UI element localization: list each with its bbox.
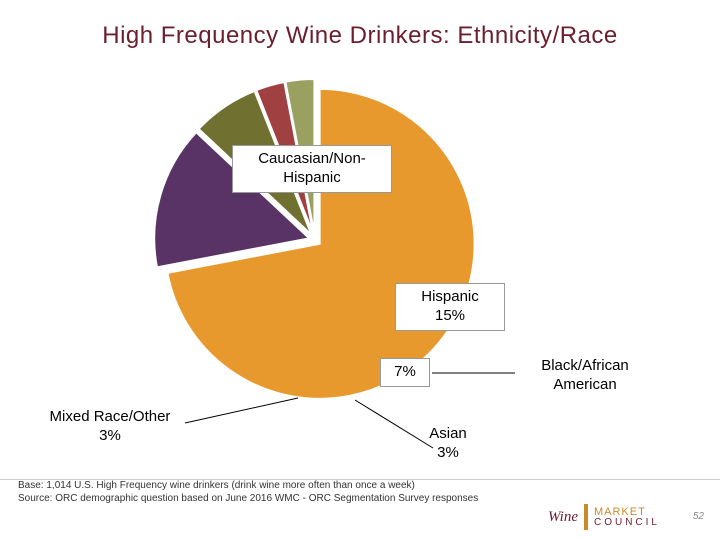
label-mixed: Mixed Race/Other 3% — [35, 408, 185, 446]
logo-stack: MARKET COUNCIL — [594, 507, 660, 528]
footnote-line: Base: 1,014 U.S. High Frequency wine dri… — [18, 479, 478, 492]
label-black-pct: 7% — [380, 358, 430, 387]
label-text: Caucasian/Non- — [258, 150, 366, 167]
label-text: 3% — [99, 427, 121, 444]
logo-bar-icon — [584, 504, 588, 530]
logo-wine: Wine — [548, 509, 578, 526]
label-text: American — [553, 376, 616, 393]
logo: Wine MARKET COUNCIL — [548, 504, 660, 530]
label-black: Black/African American — [515, 357, 655, 395]
label-hispanic: Hispanic 15% — [395, 283, 505, 331]
label-text: Hispanic — [283, 169, 341, 186]
logo-council: COUNCIL — [594, 518, 660, 528]
footnote: Base: 1,014 U.S. High Frequency wine dri… — [18, 479, 478, 505]
page-number: 52 — [693, 511, 704, 522]
footnote-line: Source: ORC demographic question based o… — [18, 492, 478, 505]
label-text: Black/African — [541, 357, 629, 374]
label-text: 3% — [437, 444, 459, 461]
label-text: 7% — [394, 363, 416, 380]
logo-market: MARKET — [594, 507, 660, 518]
slide-title: High Frequency Wine Drinkers: Ethnicity/… — [0, 22, 720, 50]
label-text: 15% — [435, 307, 465, 324]
label-caucasian: Caucasian/Non- Hispanic — [232, 145, 392, 193]
label-text: Hispanic — [421, 288, 479, 305]
label-text: Asian — [429, 425, 467, 442]
pie-chart — [155, 80, 475, 400]
label-asian: Asian 3% — [408, 425, 488, 463]
label-text: Mixed Race/Other — [50, 408, 171, 425]
